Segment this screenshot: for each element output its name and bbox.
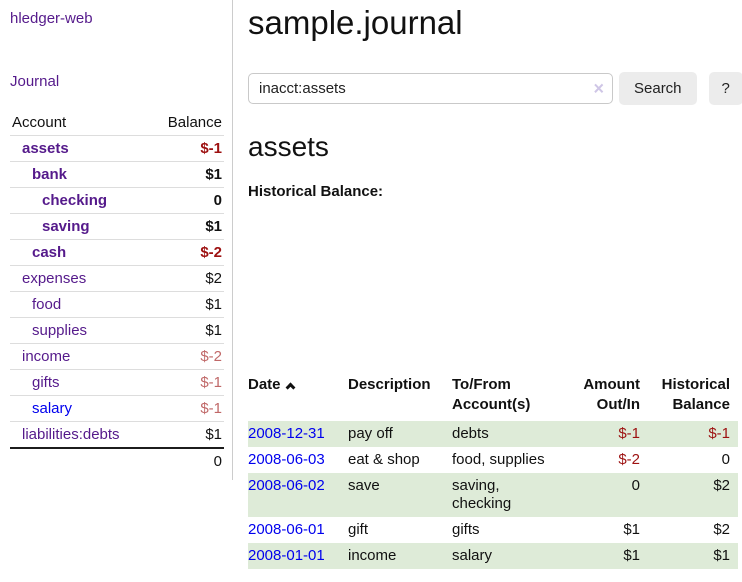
transaction-amount: 0 [631, 477, 640, 494]
sidebar-account-link[interactable]: expenses [22, 270, 87, 287]
account-balance: $2 [150, 265, 224, 292]
balance-column-header: Balance [150, 110, 224, 136]
account-rows: assets $-1 bank $1 checking 0 saving $1 cash $-2 e… [10, 135, 224, 449]
register-row: 2008-01-01 income salary $1 $1 [248, 543, 738, 569]
account-balance-table: Account Balance assets $-1 bank $1 checking 0… [10, 110, 224, 474]
transaction-date-link[interactable]: 2008-06-03 [248, 451, 325, 468]
account-row: supplies $1 [10, 317, 224, 344]
sidebar-account-link[interactable]: food [32, 296, 62, 313]
main-content: sample.journal × Search ? assets Histori… [233, 0, 742, 569]
register-header-row: Date Description To/From Account(s) Amount Ou… [248, 371, 738, 421]
account-table-header: Account Balance [10, 110, 224, 136]
transaction-amount: $-2 [618, 451, 640, 468]
search-button[interactable]: Search [619, 72, 697, 105]
help-button[interactable]: ? [708, 72, 742, 105]
account-row: checking 0 [10, 187, 224, 214]
transaction-balance: $1 [713, 547, 730, 564]
transaction-description: gift [348, 521, 369, 538]
sidebar-item-journal[interactable]: Journal [10, 73, 60, 90]
account-balance: $-1 [150, 395, 224, 422]
register-row: 2008-12-31 pay off debts $-1 $-1 [248, 421, 738, 447]
transaction-accounts: saving, checking [452, 477, 512, 512]
clear-search-icon[interactable]: × [593, 77, 604, 98]
transaction-description: eat & shop [348, 451, 420, 468]
sidebar: hledger-web Journal Account Balance asse… [0, 0, 233, 480]
account-balance: 0 [150, 187, 224, 214]
account-balance: $1 [150, 421, 224, 449]
register-row: 2008-06-03 eat & shop food, supplies $-2 0 [248, 447, 738, 473]
transaction-description: pay off [348, 425, 393, 442]
transaction-date-link[interactable]: 2008-06-02 [248, 477, 325, 494]
sort-ascending-icon [285, 382, 295, 393]
page-title: sample.journal [248, 4, 463, 41]
register-column-header: Historical Balance [661, 376, 730, 413]
transaction-amount: $1 [623, 521, 640, 538]
sidebar-account-link[interactable]: gifts [32, 374, 60, 391]
account-balance: $1 [150, 161, 224, 188]
transaction-date-link[interactable]: 2008-12-31 [248, 425, 325, 442]
account-column-header: Account [10, 110, 151, 136]
sidebar-account-link[interactable]: salary [32, 400, 73, 417]
register-rows: 2008-12-31 pay off debts $-1 $-1 2008-06-03 ea… [248, 421, 738, 569]
search-row: × Search ? [248, 72, 742, 105]
sidebar-account-link[interactable]: bank [32, 166, 68, 183]
app-layout: hledger-web Journal Account Balance asse… [0, 0, 742, 569]
account-row: assets $-1 [10, 135, 224, 162]
sidebar-account-link[interactable]: liabilities:debts [22, 426, 120, 443]
account-balance: $-1 [150, 135, 224, 162]
register-column-header: Amount Out/In [583, 376, 640, 413]
sidebar-account-link[interactable]: checking [42, 192, 108, 209]
transaction-date-link[interactable]: 2008-06-01 [248, 521, 325, 538]
transaction-balance: $-1 [708, 425, 730, 442]
sidebar-account-link[interactable]: saving [42, 218, 90, 235]
account-balance: $-2 [150, 239, 224, 266]
register-row: 2008-06-02 save saving, checking 0 $2 [248, 473, 738, 517]
historical-balance-chart [248, 208, 644, 353]
sidebar-account-link[interactable]: supplies [32, 322, 88, 339]
account-row: gifts $-1 [10, 369, 224, 396]
account-balance: $-2 [150, 343, 224, 370]
search-input[interactable] [248, 73, 613, 104]
transaction-description: save [348, 477, 380, 494]
transaction-description: income [348, 547, 397, 564]
account-row: saving $1 [10, 213, 224, 240]
register-column-header: To/From Account(s) [452, 376, 531, 413]
chart-heading: Historical Balance: [248, 183, 384, 200]
transaction-balance: $2 [713, 521, 730, 538]
sidebar-account-link[interactable]: assets [22, 140, 69, 157]
account-row: bank $1 [10, 161, 224, 188]
account-balance: $1 [150, 291, 224, 318]
account-row: liabilities:debts $1 [10, 421, 224, 449]
transaction-balance: $2 [713, 477, 730, 494]
transaction-amount: $1 [623, 547, 640, 564]
account-total-balance: 0 [150, 447, 224, 474]
transaction-date-link[interactable]: 2008-01-01 [248, 547, 325, 564]
sidebar-account-link[interactable]: cash [32, 244, 67, 261]
account-row: income $-2 [10, 343, 224, 370]
transaction-balance: 0 [721, 451, 730, 468]
transaction-accounts: gifts [452, 521, 480, 538]
register-table: Date Description To/From Account(s) Amount Ou… [248, 371, 738, 569]
transaction-accounts: debts [452, 425, 489, 442]
account-row: salary $-1 [10, 395, 224, 422]
register-column-header[interactable]: Date [248, 371, 348, 421]
account-balance: $1 [150, 317, 224, 344]
search-box: × [248, 73, 613, 104]
transaction-amount: $-1 [618, 425, 640, 442]
transaction-accounts: food, supplies [452, 451, 545, 468]
account-row: cash $-2 [10, 239, 224, 266]
account-row: expenses $2 [10, 265, 224, 292]
brand-link[interactable]: hledger-web [10, 10, 93, 27]
sidebar-account-link[interactable]: income [22, 348, 71, 365]
register-column-header: Description [348, 376, 431, 393]
transaction-accounts: salary [452, 547, 493, 564]
account-row: food $1 [10, 291, 224, 318]
account-balance: $-1 [150, 369, 224, 396]
account-heading: assets [248, 131, 329, 162]
register-row: 2008-06-01 gift gifts $1 $2 [248, 517, 738, 543]
account-balance: $1 [150, 213, 224, 240]
account-total-row: 0 [10, 447, 224, 474]
